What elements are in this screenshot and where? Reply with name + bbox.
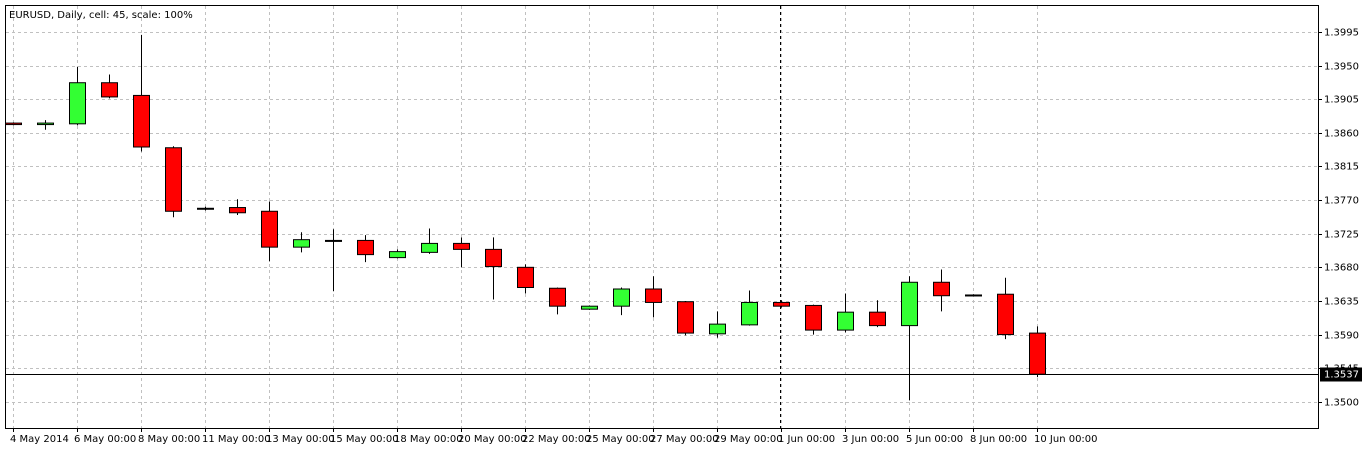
y-tick-label: 1.3995: [1324, 28, 1359, 39]
y-tick-label: 1.3815: [1324, 162, 1359, 173]
x-tick-label: 11 May 00:00: [202, 434, 271, 445]
candle-body: [997, 293, 1014, 336]
candle-body: [805, 304, 822, 331]
x-tick-label: 6 May 00:00: [74, 434, 136, 445]
x-tick-label: 13 May 00:00: [266, 434, 335, 445]
x-tick-label: 25 May 00:00: [586, 434, 655, 445]
candle-body: [293, 239, 310, 248]
y-tick-label: 1.3725: [1324, 230, 1359, 241]
x-tick-label: 20 May 00:00: [458, 434, 527, 445]
y-tick-label: 1.3635: [1324, 297, 1359, 308]
candle-body: [357, 239, 374, 256]
candle-body: [613, 288, 630, 307]
candle-body: [837, 311, 854, 331]
candle-body: [389, 251, 406, 259]
candle-body: [453, 242, 470, 250]
candle-body: [549, 287, 566, 307]
candle-body: [741, 301, 758, 326]
plot-frame: [5, 5, 1319, 429]
x-tick-label: 5 Jun 00:00: [906, 434, 963, 445]
x-tick-label: 15 May 00:00: [330, 434, 399, 445]
candle-body: [5, 122, 22, 126]
candle-body: [101, 82, 118, 98]
current-price-box: [1320, 367, 1362, 382]
candle-body: [645, 288, 662, 303]
x-tick-label: 4 May 2014: [10, 434, 69, 445]
candle-body: [1029, 332, 1046, 375]
candle-body: [869, 311, 886, 327]
candle-body: [485, 248, 502, 268]
candle-body: [261, 210, 278, 248]
candle-body: [773, 301, 790, 307]
x-tick-label: 8 May 00:00: [138, 434, 200, 445]
candle-body: [197, 207, 214, 210]
candle-body: [37, 122, 54, 126]
candle-body: [165, 147, 182, 212]
candle-body: [69, 82, 86, 125]
y-tick-label: 1.3950: [1324, 62, 1359, 73]
y-tick-label: 1.3680: [1324, 263, 1359, 274]
candle-body: [901, 281, 918, 327]
candle-body: [421, 242, 438, 253]
x-tick-label: 29 May 00:00: [714, 434, 783, 445]
x-tick-label: 1 Jun 00:00: [778, 434, 835, 445]
candle-body: [581, 305, 598, 310]
candle-body: [965, 294, 982, 297]
candle-body: [229, 207, 246, 214]
y-tick-label: 1.3860: [1324, 129, 1359, 140]
candle-body: [133, 94, 150, 148]
x-tick-label: 22 May 00:00: [522, 434, 591, 445]
candle-body: [325, 239, 342, 242]
candle-body: [933, 281, 950, 297]
x-tick-label: 10 Jun 00:00: [1034, 434, 1098, 445]
candle-body: [677, 301, 694, 334]
y-tick-label: 1.3590: [1324, 331, 1359, 342]
x-tick-label: 8 Jun 00:00: [970, 434, 1027, 445]
x-tick-label: 3 Jun 00:00: [842, 434, 899, 445]
y-tick-label: 1.3500: [1324, 398, 1359, 409]
y-tick-label: 1.3770: [1324, 196, 1359, 207]
candle-body: [517, 266, 534, 288]
x-tick-label: 18 May 00:00: [394, 434, 463, 445]
x-tick-label: 27 May 00:00: [650, 434, 719, 445]
chart-title: EURUSD, Daily, cell: 45, scale: 100%: [9, 10, 193, 21]
candle-body: [709, 323, 726, 335]
current-price-label: 1.3537: [1324, 370, 1359, 381]
y-tick-label: 1.3905: [1324, 95, 1359, 106]
